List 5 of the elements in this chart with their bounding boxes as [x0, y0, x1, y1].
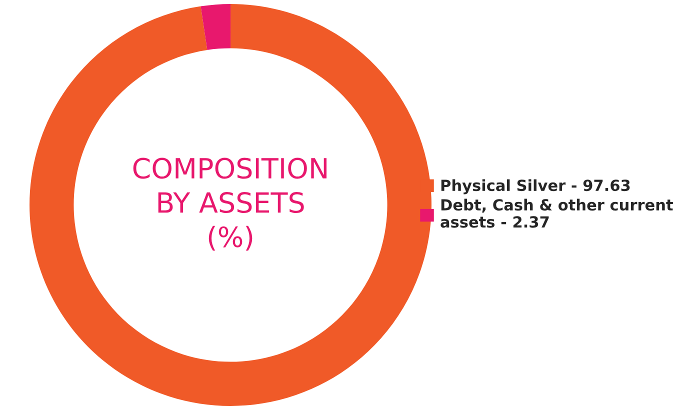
donut-slice: [30, 4, 432, 406]
legend-label: Physical Silver - 97.63: [441, 179, 630, 194]
donut-slice: [200, 4, 231, 50]
legend-label: Debt, Cash & other current assets - 2.37: [440, 198, 673, 228]
text: COMPOSITION BY ASSETS (%): [133, 158, 327, 251]
